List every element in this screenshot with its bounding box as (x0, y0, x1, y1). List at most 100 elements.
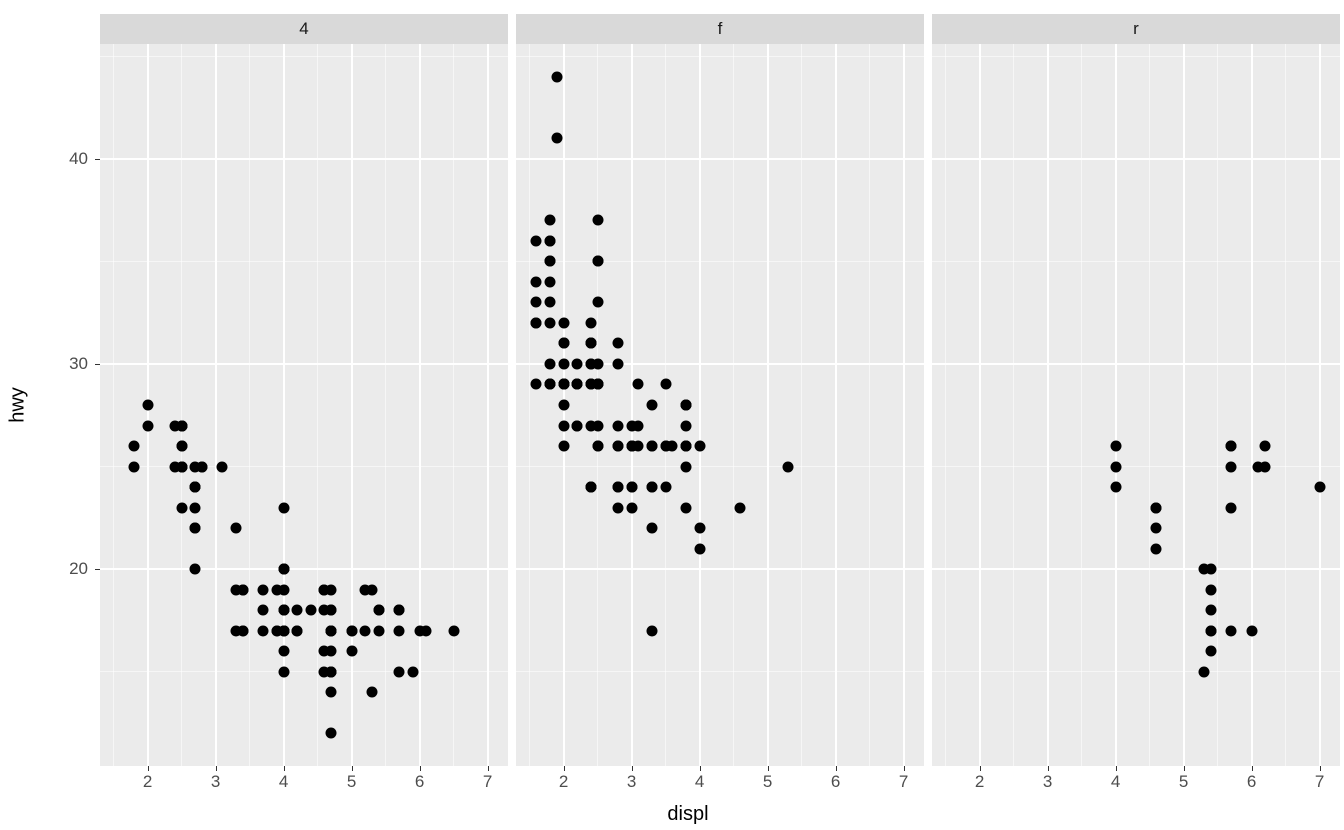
data-point (1253, 461, 1264, 472)
data-point (190, 502, 201, 513)
grid-major-v (1319, 44, 1321, 766)
data-point (1151, 523, 1162, 534)
grid-major-h (516, 158, 924, 160)
x-tick-mark (1252, 766, 1253, 771)
faceted-scatter-chart: hwydispl2030404fr234567234567234567 (0, 0, 1344, 830)
grid-minor-v (597, 44, 598, 766)
data-point (558, 379, 569, 390)
grid-minor-h (100, 466, 508, 467)
grid-minor-v (1081, 44, 1082, 766)
x-tick-label: 7 (483, 772, 492, 792)
grid-minor-h (932, 466, 1340, 467)
grid-minor-h (932, 56, 1340, 57)
data-point (1205, 625, 1216, 636)
data-point (1110, 461, 1121, 472)
facet-strip: r (932, 14, 1340, 44)
data-point (346, 625, 357, 636)
grid-major-h (100, 363, 508, 365)
data-point (585, 358, 596, 369)
data-point (681, 441, 692, 452)
data-point (373, 625, 384, 636)
grid-minor-v (113, 44, 114, 766)
data-point (190, 461, 201, 472)
x-tick-mark (352, 766, 353, 771)
data-point (626, 420, 637, 431)
data-point (1260, 441, 1271, 452)
data-point (346, 646, 357, 657)
grid-minor-v (665, 44, 666, 766)
x-tick-mark (420, 766, 421, 771)
data-point (585, 338, 596, 349)
x-tick-label: 2 (559, 772, 568, 792)
x-tick-mark (216, 766, 217, 771)
x-tick-mark (488, 766, 489, 771)
x-tick-label: 5 (763, 772, 772, 792)
data-point (1205, 564, 1216, 575)
grid-minor-v (181, 44, 182, 766)
y-tick-label: 20 (38, 559, 88, 579)
grid-major-v (979, 44, 981, 766)
data-point (647, 482, 658, 493)
grid-major-h (932, 363, 1340, 365)
data-point (394, 625, 405, 636)
grid-minor-v (317, 44, 318, 766)
data-point (681, 420, 692, 431)
data-point (613, 441, 624, 452)
data-point (531, 297, 542, 308)
facet: 4 (100, 14, 508, 766)
x-tick-mark (564, 766, 565, 771)
x-tick-label: 3 (1043, 772, 1052, 792)
x-tick-mark (1048, 766, 1049, 771)
data-point (592, 256, 603, 267)
x-tick-mark (980, 766, 981, 771)
x-tick-label: 2 (143, 772, 152, 792)
data-point (142, 420, 153, 431)
grid-minor-v (1285, 44, 1286, 766)
data-point (360, 625, 371, 636)
data-point (592, 215, 603, 226)
data-point (694, 523, 705, 534)
data-point (545, 358, 556, 369)
grid-minor-v (1013, 44, 1014, 766)
facet-strip: f (516, 14, 924, 44)
data-point (647, 441, 658, 452)
data-point (545, 379, 556, 390)
data-point (1226, 461, 1237, 472)
x-tick-label: 5 (347, 772, 356, 792)
data-point (326, 625, 337, 636)
data-point (414, 625, 425, 636)
data-point (647, 523, 658, 534)
data-point (278, 625, 289, 636)
data-point (551, 133, 562, 144)
data-point (1199, 666, 1210, 677)
x-tick-label: 2 (975, 772, 984, 792)
grid-minor-v (945, 44, 946, 766)
grid-minor-h (516, 261, 924, 262)
data-point (613, 502, 624, 513)
x-tick-label: 7 (899, 772, 908, 792)
data-point (1151, 543, 1162, 554)
x-tick-label: 3 (211, 772, 220, 792)
data-point (551, 71, 562, 82)
data-point (694, 441, 705, 452)
grid-major-v (903, 44, 905, 766)
grid-minor-v (1217, 44, 1218, 766)
grid-minor-v (733, 44, 734, 766)
data-point (190, 523, 201, 534)
data-point (633, 441, 644, 452)
data-point (1205, 584, 1216, 595)
x-tick-mark (1320, 766, 1321, 771)
data-point (592, 297, 603, 308)
data-point (129, 461, 140, 472)
data-point (319, 666, 330, 677)
data-point (558, 441, 569, 452)
data-point (326, 687, 337, 698)
data-point (326, 605, 337, 616)
data-point (613, 482, 624, 493)
grid-major-v (419, 44, 421, 766)
data-point (278, 564, 289, 575)
data-point (1246, 625, 1257, 636)
data-point (448, 625, 459, 636)
data-point (190, 564, 201, 575)
x-tick-mark (284, 766, 285, 771)
